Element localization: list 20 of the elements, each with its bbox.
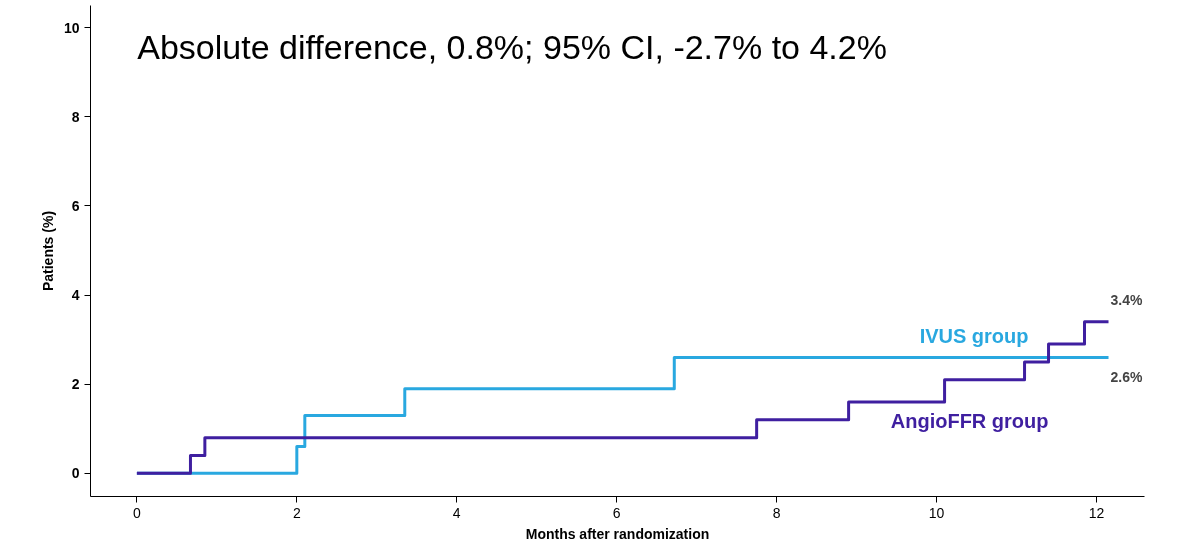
y-tick-label: 10 [63, 19, 80, 36]
y-tick-label: 8 [71, 108, 80, 125]
y-tick-label: 4 [71, 287, 80, 304]
annotation: 2.6% [1110, 369, 1143, 386]
y-tick-label: 0 [71, 465, 80, 482]
x-tick-label: 4 [452, 504, 461, 521]
x-tick-label: 12 [1088, 504, 1105, 521]
x-tick-label: 0 [132, 504, 141, 521]
y-tick-label: 2 [71, 376, 80, 393]
y-tick-label: 6 [71, 198, 80, 214]
x-axis-title: Months after randomization [525, 525, 710, 542]
x-tick-label: 6 [612, 504, 621, 521]
x-tick-label: 8 [772, 504, 781, 521]
series-label: IVUS group [919, 325, 1029, 348]
series-label: AngioFFR group [890, 409, 1049, 432]
x-tick-label: 2 [292, 504, 301, 521]
y-axis-title: Patients (%) [39, 210, 56, 292]
text: Absolute difference, 0.8%; 95% CI, -2.7% to 4.2% [137, 27, 887, 66]
annotation: 3.4% [1110, 291, 1143, 308]
x-tick-label: 10 [928, 504, 945, 521]
